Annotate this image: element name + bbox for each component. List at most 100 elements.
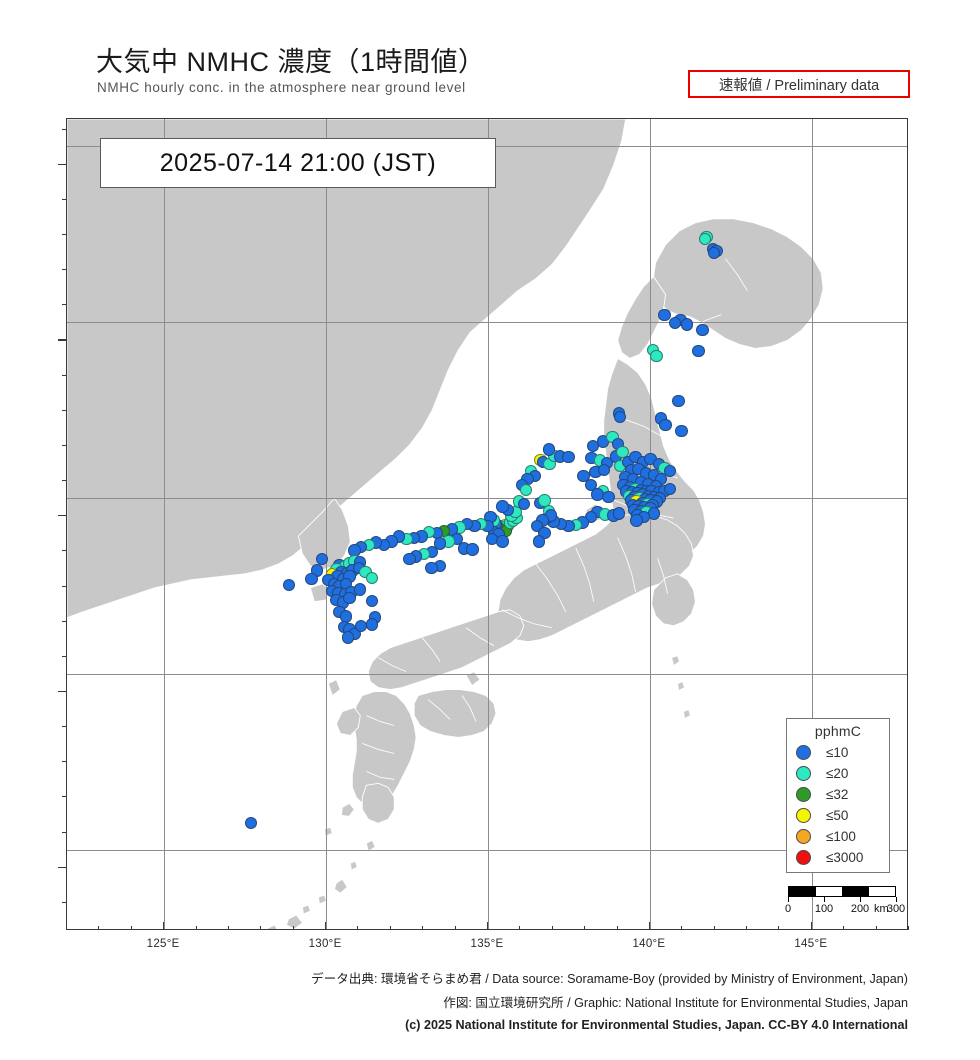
y-tick-minor — [62, 409, 66, 411]
measurement-dot — [663, 482, 677, 495]
x-tick-minor — [422, 926, 424, 930]
legend-swatch-icon — [796, 829, 811, 844]
scale-bar-tick — [896, 897, 897, 902]
x-tick-label: 145°E — [794, 938, 828, 950]
scale-bar-tick-label: 300 — [886, 903, 906, 915]
y-tick-minor — [62, 304, 66, 306]
measurement-dot — [532, 535, 546, 548]
y-tick-minor — [62, 831, 66, 833]
x-tick-major — [487, 922, 489, 930]
x-tick-minor — [551, 926, 553, 930]
timestamp-text: 2025-07-14 21:00 (JST) — [159, 148, 437, 177]
x-tick-label: 130°E — [308, 938, 342, 950]
scale-bar: 0 100 200 300 km — [784, 886, 908, 926]
legend-title: pphmC — [814, 723, 862, 739]
y-tick-minor — [62, 620, 66, 622]
timestamp-box: 2025-07-14 21:00 (JST) — [100, 138, 496, 188]
y-tick-major — [58, 866, 66, 868]
legend-swatch-icon — [796, 787, 811, 802]
legend-swatch-icon — [796, 766, 811, 781]
measurement-dot — [466, 543, 479, 556]
measurement-dot — [542, 443, 556, 456]
preliminary-data-badge: 速報値 / Preliminary data — [688, 70, 910, 98]
x-tick-minor — [389, 926, 391, 930]
scale-bar-tick-label: 0 — [784, 903, 792, 915]
y-axis: 25°N30°N35°N40°N45°N — [58, 118, 908, 930]
footer-copyright: (c) 2025 National Institute for Environm… — [405, 1018, 908, 1032]
measurement-dot — [698, 233, 712, 246]
scale-seg-3 — [842, 887, 869, 896]
x-axis: 125°E 130°E 135°E 140°E 145°E — [66, 922, 909, 960]
y-tick-minor — [62, 796, 66, 798]
y-tick-minor — [62, 234, 66, 235]
x-tick-major — [648, 922, 651, 930]
measurement-dot — [365, 571, 379, 584]
x-tick-minor — [292, 926, 294, 930]
y-tick-minor — [62, 480, 66, 482]
y-tick-minor — [62, 198, 66, 200]
x-tick-minor — [746, 926, 748, 930]
measurement-dot — [692, 344, 705, 358]
legend-item-2: ≤20 — [787, 763, 889, 784]
y-tick-major — [58, 690, 66, 693]
x-tick-label: 140°E — [632, 938, 666, 950]
scale-seg-4 — [868, 887, 895, 896]
x-tick-minor — [681, 926, 683, 930]
y-tick-minor — [62, 726, 66, 728]
legend-item-6: ≤3000 — [787, 847, 889, 868]
legend-item-label: ≤32 — [826, 787, 849, 802]
y-tick-major — [58, 163, 66, 165]
scale-seg-2 — [815, 887, 842, 896]
measurement-dot — [341, 631, 355, 644]
legend-item-label: ≤10 — [826, 745, 849, 760]
x-tick-minor — [130, 926, 132, 930]
legend-swatch-icon — [796, 850, 811, 865]
scale-bar-unit: km — [874, 903, 889, 915]
measurement-dot — [496, 535, 509, 548]
y-tick-minor — [62, 269, 66, 271]
measurement-dot — [680, 318, 694, 331]
x-tick-label: 135°E — [470, 938, 504, 950]
y-tick-minor — [62, 550, 66, 552]
x-tick-minor — [843, 926, 845, 930]
legend-item-label: ≤20 — [826, 766, 849, 781]
page-title: 大気中 NMHC 濃度（1時間値） — [96, 47, 486, 77]
scale-bar-segments — [788, 886, 896, 897]
measurement-dot — [518, 497, 531, 511]
measurement-dot — [659, 418, 672, 431]
legend-item-4: ≤50 — [787, 805, 889, 826]
footer-data-source: データ出典: 環境省そらまめ君 / Data source: Soramame-… — [311, 972, 908, 986]
y-tick-major — [58, 515, 66, 517]
gridline-lon-145 — [812, 119, 813, 929]
y-tick-minor — [62, 655, 66, 657]
map-plot-area — [66, 118, 908, 930]
x-tick-major — [810, 922, 813, 930]
measurement-dot — [668, 316, 682, 330]
legend-item-5: ≤100 — [787, 826, 889, 847]
measurement-dot — [597, 463, 611, 476]
x-tick-major — [325, 922, 327, 930]
gridline-lat-30 — [67, 674, 907, 675]
legend-swatch-icon — [796, 808, 811, 823]
x-tick-major — [163, 922, 165, 930]
gridline-lon-140 — [650, 119, 651, 929]
y-tick-major — [58, 339, 66, 341]
x-tick-minor — [195, 926, 197, 930]
gridline-lon-130 — [326, 119, 327, 929]
measurement-dot — [520, 483, 533, 497]
legend-rows: ≤10 ≤20 ≤32 ≤50 ≤100 ≤3000 — [787, 742, 889, 868]
legend-item-label: ≤100 — [826, 829, 856, 844]
x-tick-minor — [98, 926, 100, 930]
x-tick-minor — [260, 926, 262, 930]
legend-item-label: ≤3000 — [826, 850, 864, 865]
measurement-dot — [282, 578, 296, 591]
measurement-dot — [433, 537, 447, 550]
measurement-dot — [365, 595, 379, 608]
measurement-dot — [672, 394, 685, 408]
x-tick-label: 125°E — [146, 938, 180, 950]
measurement-dot — [343, 591, 356, 604]
legend-item-1: ≤10 — [787, 742, 889, 763]
measurement-dot — [675, 424, 688, 438]
measurement-dot — [305, 572, 318, 585]
y-tick-minor — [62, 128, 66, 130]
